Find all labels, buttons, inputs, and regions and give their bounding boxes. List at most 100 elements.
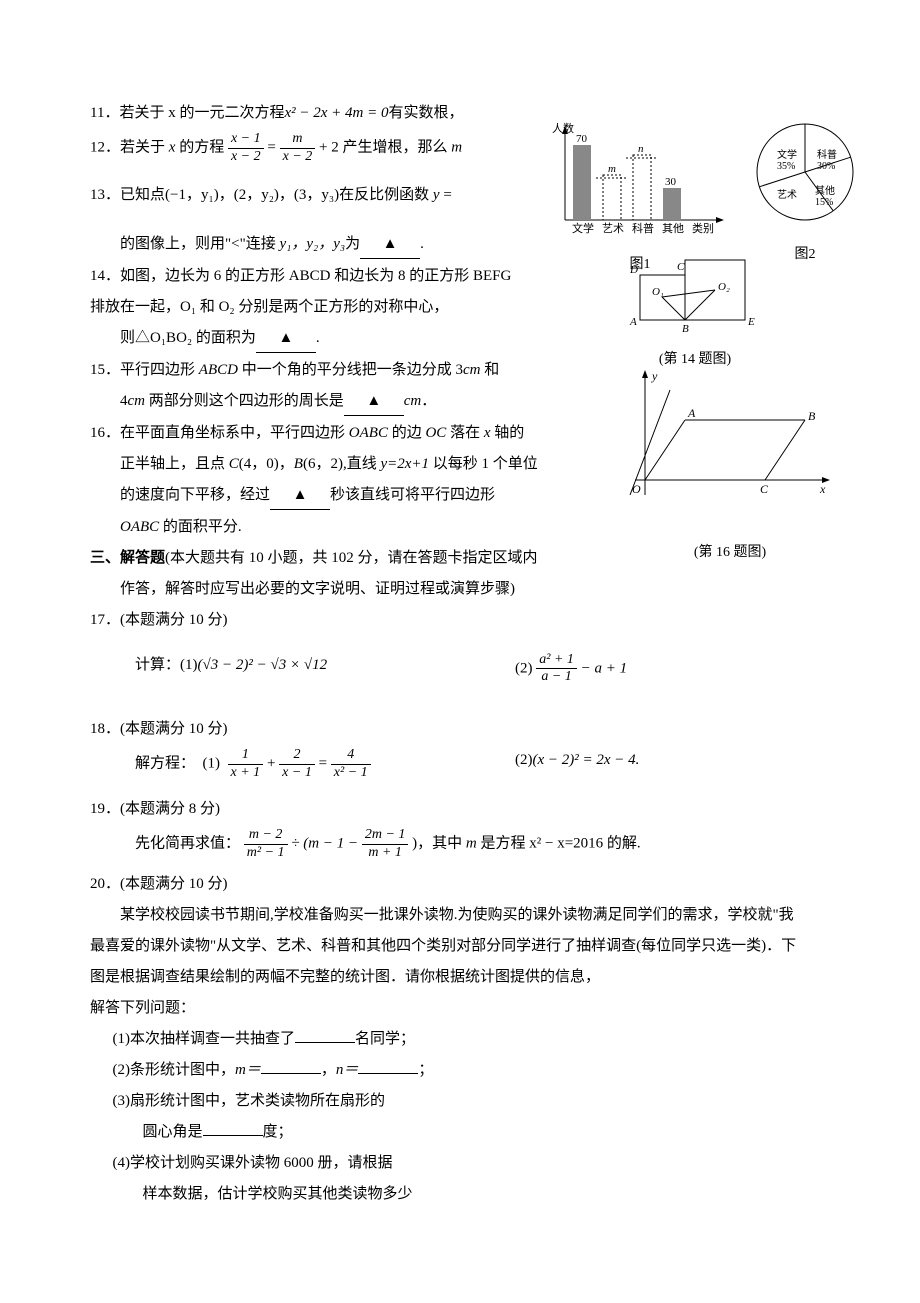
svg-text:A: A — [629, 316, 637, 328]
fraction-19-2: 2m − 1m + 1 — [362, 827, 409, 862]
problem-16d: OABC 的面积平分. — [90, 514, 570, 541]
problem-20-body1: 某学校校园读书节期间,学校准备购买一批课外读物.为使购买的课外读物满足同学们的需… — [90, 902, 830, 929]
svg-text:A: A — [687, 406, 696, 420]
problem-20-q1: (1)本次抽样调查一共抽查了名同学； — [90, 1026, 830, 1053]
problem-19: 19．(本题满分 8 分) — [90, 796, 830, 823]
problem-20-body3: 图是根据调查结果绘制的两幅不完整的统计图．请你根据统计图提供的信息， — [90, 964, 830, 991]
svg-text:C: C — [760, 482, 769, 496]
svg-text:O₁: O₁ — [652, 286, 664, 298]
bar-chart: 人数 70 文学 m 艺术 n 科普 30 其他 类别 — [550, 120, 730, 240]
stats-figures: 人数 70 文学 m 艺术 n 科普 30 其他 类别 图1 — [550, 120, 860, 277]
problem-19-calc: 先化简再求值： m − 2m² − 1 ÷ (m − 1 − 2m − 1m +… — [90, 827, 830, 862]
svg-text:D: D — [629, 264, 638, 276]
fraction-19-1: m − 2m² − 1 — [244, 827, 288, 862]
problem-18: 18．(本题满分 10 分) — [90, 716, 830, 743]
blank-20-1[interactable] — [295, 1042, 355, 1043]
section-3-title: 三、解答题 — [90, 550, 165, 566]
bar-science — [633, 155, 651, 220]
problem-20-body2: 最喜爱的课外读物"从文学、艺术、科普和其他四个类别对部分同学进行了抽样调查(每位… — [90, 933, 830, 960]
bar-art — [603, 175, 621, 220]
svg-text:B: B — [682, 323, 689, 335]
pie-slice-literature: 文学 — [777, 148, 797, 161]
problem-17: 17．(本题满分 10 分) — [90, 607, 830, 634]
problem-20-q3b: 圆心角是度； — [90, 1119, 830, 1146]
problem-13-cont: 的图像上，则用"<"连接 y₁，y₂，y₃为▲. — [90, 231, 570, 259]
svg-text:B: B — [808, 409, 816, 423]
problem-20-q4b: 样本数据，估计学校购买其他类读物多少 — [90, 1181, 830, 1208]
problem-20-intro: 解答下列问题： — [90, 995, 830, 1022]
problem-16b: 正半轴上，且点 C(4，0)，B(6，2),直线 y=2x+1 以每秒 1 个单… — [90, 451, 570, 478]
blank-20-2m[interactable] — [261, 1073, 321, 1074]
bar-other — [663, 188, 681, 220]
svg-text:O: O — [632, 482, 641, 496]
pie-slice-art: 艺术 — [777, 189, 797, 201]
svg-text:E: E — [747, 316, 755, 328]
problem-13-num: 13． — [90, 187, 120, 203]
problem-16: 16．在平面直角坐标系中，平行四边形 OABC 的边 OC 落在 x 轴的 — [90, 420, 570, 447]
fraction-18-1: 1x + 1 — [228, 747, 264, 782]
problem-20-q2: (2)条形统计图中，m＝，n＝； — [90, 1057, 830, 1084]
svg-text:C: C — [677, 261, 685, 273]
problem-14c: 则△O₁BO₂ 的面积为▲. — [90, 325, 570, 353]
problem-20-num: 20． — [90, 876, 120, 892]
bar-art-label: 艺术 — [602, 222, 624, 235]
figure-14-svg: A B E D C O₁ O₂ — [625, 255, 765, 335]
problem-19-num: 19． — [90, 801, 120, 817]
blank-13[interactable]: ▲ — [360, 231, 420, 259]
problem-14: 14．如图，边长为 6 的正方形 ABCD 和边长为 8 的正方形 BEFG — [90, 263, 570, 290]
bar-literature — [573, 145, 591, 220]
x-axis-label: 类别 — [692, 221, 714, 235]
problem-11-num: 11． — [90, 105, 119, 121]
blank-14[interactable]: ▲ — [256, 325, 316, 353]
problem-15: 15．平行四边形 ABCD 中一个角的平分线把一条边分成 3cm 和 — [90, 357, 570, 384]
problem-17-calc: 计算：(1)(√3 − 2)² − √3 × √12 (2) a² + 1a −… — [90, 652, 830, 687]
fraction-18-2: 2x − 1 — [279, 747, 315, 782]
svg-text:x: x — [819, 482, 826, 496]
section-3: 三、解答题(本大题共有 10 小题，共 102 分，请在答题卡指定区域内 — [90, 545, 570, 572]
bar-science-label: 科普 — [632, 221, 654, 235]
problem-20-q3: (3)扇形统计图中，艺术类读物所在扇形的 — [90, 1088, 830, 1115]
y-axis-label: 人数 — [552, 122, 574, 135]
problem-17-num: 17． — [90, 612, 120, 628]
problem-12-num: 12． — [90, 140, 120, 156]
fraction-12-left: x − 1x − 2 — [228, 131, 264, 166]
problem-20-q4: (4)学校计划购买课外读物 6000 册，请根据 — [90, 1150, 830, 1177]
problem-18-num: 18． — [90, 721, 120, 737]
problem-14b: 排放在一起，O₁ 和 O₂ 分别是两个正方形的对称中心， — [90, 294, 570, 321]
blank-20-2n[interactable] — [358, 1073, 418, 1074]
pie-slice-other: 其他 — [815, 184, 835, 197]
blank-20-3[interactable] — [203, 1135, 263, 1136]
bar-other-value: 30 — [665, 176, 677, 188]
pie-slice-science: 科普 — [817, 148, 837, 161]
problem-15b: 4cm 两部分则这个四边形的周长是▲cm． — [90, 388, 570, 416]
problem-11: 11．若关于 x 的一元二次方程x² − 2x + 4m = 0有实数根， — [90, 100, 570, 127]
problem-20: 20．(本题满分 10 分) — [90, 871, 830, 898]
problem-16-num: 16． — [90, 425, 120, 441]
svg-text:O₂: O₂ — [718, 281, 730, 293]
svg-text:15%: 15% — [815, 197, 833, 208]
bar-chart-container: 人数 70 文学 m 艺术 n 科普 30 其他 类别 图1 — [550, 120, 730, 277]
figure-16-caption: (第 16 题图) — [620, 540, 840, 565]
bar-literature-label: 文学 — [572, 221, 594, 235]
pie-chart: 文学 35% 科普 30% 其他 15% 艺术 — [750, 120, 860, 230]
problem-18-calc: 解方程： (1) 1x + 1 + 2x − 1 = 4x² − 1 (2)(x… — [90, 747, 830, 782]
fraction-12-right: mx − 2 — [280, 131, 316, 166]
svg-text:30%: 30% — [817, 161, 835, 172]
bar-art-value: m — [608, 163, 616, 175]
figure-16: O A B C x y (第 16 题图) — [620, 365, 840, 565]
figure-14: A B E D C O₁ O₂ (第 14 题图) — [625, 255, 765, 372]
problem-16c: 的速度向下平移，经过▲秒该直线可将平行四边形 — [90, 482, 570, 510]
bar-literature-value: 70 — [576, 133, 588, 145]
problem-14-num: 14． — [90, 268, 120, 284]
svg-text:35%: 35% — [777, 161, 795, 172]
pie-chart-container: 文学 35% 科普 30% 其他 15% 艺术 图2 — [750, 120, 860, 277]
figure-16-svg: O A B C x y — [620, 365, 840, 515]
svg-text:y: y — [651, 369, 658, 383]
blank-16[interactable]: ▲ — [270, 482, 330, 510]
section-3b: 作答，解答时应写出必要的文字说明、证明过程或演算步骤) — [90, 576, 570, 603]
pie-chart-caption: 图2 — [750, 242, 860, 267]
bar-science-value: n — [638, 143, 644, 155]
bar-other-label: 其他 — [662, 222, 684, 235]
fraction-18-3: 4x² − 1 — [331, 747, 371, 782]
blank-15[interactable]: ▲ — [344, 388, 404, 416]
